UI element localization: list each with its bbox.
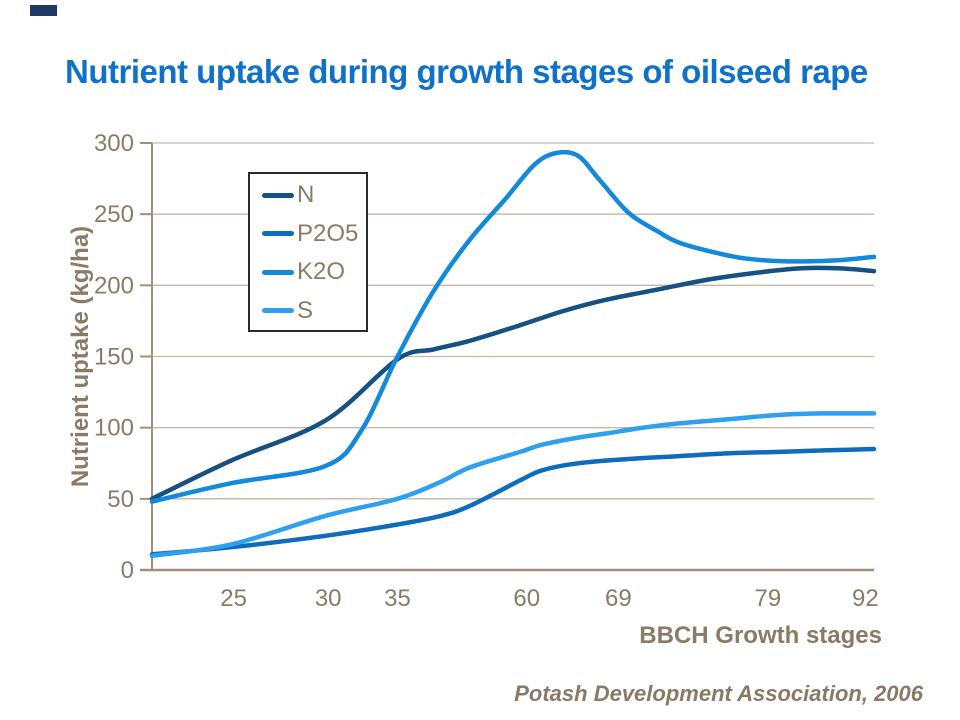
top-left-accent-bar <box>30 5 57 16</box>
x-tick-label-92: 92 <box>852 585 879 612</box>
legend-swatch-k2o <box>262 269 294 275</box>
y-tick-label-100: 100 <box>94 415 134 442</box>
x-tick-label-79: 79 <box>755 585 782 612</box>
x-tick-label-35: 35 <box>384 585 411 612</box>
legend-label-n: N <box>297 181 315 209</box>
y-tick-label-250: 250 <box>94 201 134 228</box>
y-tick-label-150: 150 <box>94 344 134 371</box>
legend-swatch-p2o5 <box>262 231 294 237</box>
legend-swatch-s <box>262 308 294 314</box>
legend-label-p2o5: P2O5 <box>297 219 359 247</box>
legend-item-s: S <box>250 292 366 331</box>
attribution: Potash Development Association, 2006 <box>514 681 923 706</box>
series-line-s <box>149 411 877 559</box>
x-tick-label-69: 69 <box>605 585 632 612</box>
legend-item-p2o5: P2O5 <box>250 215 366 254</box>
legend-item-k2o: K2O <box>250 253 366 292</box>
y-tick-label-0: 0 <box>121 557 134 584</box>
y-tick-label-50: 50 <box>107 486 134 513</box>
legend-item-n: N <box>250 176 366 215</box>
series-line-n <box>149 265 877 502</box>
legend-label-s: S <box>297 296 314 324</box>
chart-title: Nutrient uptake during growth stages of … <box>65 53 868 90</box>
x-tick-label-30: 30 <box>315 585 342 612</box>
y-tick-label-200: 200 <box>94 272 134 299</box>
x-axis-title: BBCH Growth stages <box>639 622 882 649</box>
x-tick-label-25: 25 <box>220 585 247 612</box>
legend-swatch-n <box>262 192 294 198</box>
legend-label-k2o: K2O <box>297 258 346 286</box>
legend: N P2O5 K2O S <box>248 172 368 332</box>
series-line-k2o <box>149 149 877 504</box>
series-line-p2o5 <box>149 446 877 557</box>
y-tick-label-300: 300 <box>94 130 134 157</box>
y-axis-title: Nutrient uptake (kg/ha) <box>67 226 94 487</box>
x-tick-label-60: 60 <box>513 585 540 612</box>
